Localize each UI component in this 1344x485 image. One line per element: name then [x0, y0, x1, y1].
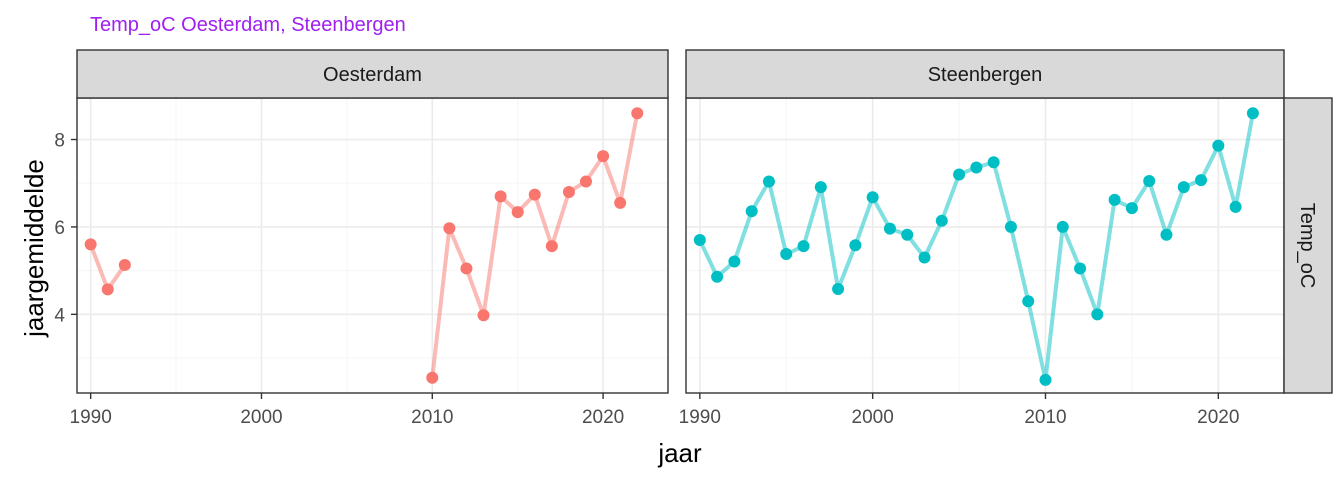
x-tick-label: 2010 — [411, 407, 453, 428]
x-tick-label: 2000 — [852, 407, 894, 428]
data-point-steenbergen-2018 — [1177, 181, 1190, 194]
data-point-oesterdam-1992 — [118, 258, 131, 271]
row-strip-label: Temp_oC — [1296, 203, 1318, 289]
data-point-steenbergen-2011 — [1056, 220, 1069, 233]
facet-strip — [685, 49, 1285, 99]
data-point-steenbergen-2005 — [953, 168, 966, 181]
facet-strip-label: Steenbergen — [928, 64, 1043, 86]
panel-oesterdam: Oesterdam 1990 2000 2010 2020 4 6 8 — [54, 49, 669, 428]
data-point-oesterdam-2012 — [460, 262, 473, 275]
x-axis-label: jaar — [657, 438, 702, 468]
data-point-steenbergen-1992 — [728, 255, 741, 268]
data-point-steenbergen-2009 — [1022, 295, 1035, 308]
row-strip: Temp_oC — [1283, 97, 1333, 394]
data-point-steenbergen-2001 — [883, 222, 896, 235]
data-point-steenbergen-2006 — [970, 161, 983, 174]
data-point-oesterdam-2016 — [528, 188, 541, 201]
data-point-oesterdam-1990 — [84, 238, 97, 251]
data-point-oesterdam-2015 — [511, 206, 524, 219]
data-point-steenbergen-2019 — [1195, 174, 1208, 187]
data-point-oesterdam-2014 — [494, 190, 507, 203]
data-point-steenbergen-1994 — [762, 175, 775, 188]
panel-background — [686, 98, 1284, 393]
panel-steenbergen: Steenbergen 1990 2000 2010 2020 — [679, 49, 1285, 428]
data-point-steenbergen-1993 — [745, 205, 758, 218]
chart-title: Temp_oC Oesterdam, Steenbergen — [90, 14, 406, 36]
data-point-oesterdam-2018 — [562, 185, 575, 198]
data-point-steenbergen-2021 — [1229, 200, 1242, 213]
data-point-steenbergen-1996 — [797, 240, 810, 253]
data-point-oesterdam-2010 — [426, 371, 439, 384]
data-point-steenbergen-1991 — [711, 270, 724, 283]
data-point-oesterdam-2011 — [443, 222, 456, 235]
data-point-oesterdam-2017 — [545, 240, 558, 253]
data-point-steenbergen-1995 — [780, 248, 793, 261]
x-tick-label: 1990 — [679, 407, 721, 428]
data-point-steenbergen-2010 — [1039, 373, 1052, 386]
y-tick-label: 8 — [54, 131, 65, 152]
y-axis-label: jaargemiddelde — [19, 159, 49, 338]
panels-layer: Oesterdam 1990 2000 2010 2020 4 6 8 Steenbergen 1… — [54, 49, 1333, 428]
data-point-steenbergen-2008 — [1004, 220, 1017, 233]
data-point-steenbergen-2002 — [901, 228, 914, 241]
y-tick-label: 4 — [54, 305, 65, 326]
data-point-steenbergen-2000 — [866, 191, 879, 204]
x-tick-label: 2020 — [1197, 407, 1239, 428]
y-tick-label: 6 — [54, 218, 65, 239]
data-point-steenbergen-2003 — [918, 251, 931, 264]
data-point-steenbergen-2022 — [1246, 107, 1259, 120]
data-point-oesterdam-2020 — [597, 150, 610, 163]
data-point-oesterdam-2019 — [580, 175, 593, 188]
data-point-steenbergen-2013 — [1091, 308, 1104, 321]
data-point-oesterdam-1991 — [101, 283, 114, 296]
facet-strip — [76, 49, 669, 99]
data-point-steenbergen-1999 — [849, 239, 862, 252]
data-point-oesterdam-2021 — [614, 196, 627, 209]
data-point-steenbergen-2014 — [1108, 193, 1121, 206]
data-point-steenbergen-2020 — [1212, 139, 1225, 152]
data-point-steenbergen-2007 — [987, 156, 1000, 169]
data-point-steenbergen-1997 — [814, 181, 827, 194]
data-point-steenbergen-2016 — [1143, 175, 1156, 188]
data-point-steenbergen-2017 — [1160, 228, 1173, 241]
x-tick-label: 2020 — [582, 407, 624, 428]
x-tick-label: 2010 — [1024, 407, 1066, 428]
data-point-oesterdam-2022 — [631, 107, 644, 120]
data-point-steenbergen-1998 — [832, 282, 845, 295]
data-point-steenbergen-2012 — [1074, 262, 1087, 275]
data-point-steenbergen-2015 — [1125, 202, 1138, 215]
x-tick-label: 1990 — [70, 407, 112, 428]
data-point-steenbergen-2004 — [935, 214, 948, 227]
data-point-steenbergen-1990 — [693, 234, 706, 247]
x-tick-label: 2000 — [240, 407, 282, 428]
row-strip-box — [1283, 97, 1333, 394]
facet-strip-label: Oesterdam — [323, 64, 422, 86]
data-point-oesterdam-2013 — [477, 309, 490, 322]
panel-background — [77, 98, 668, 393]
